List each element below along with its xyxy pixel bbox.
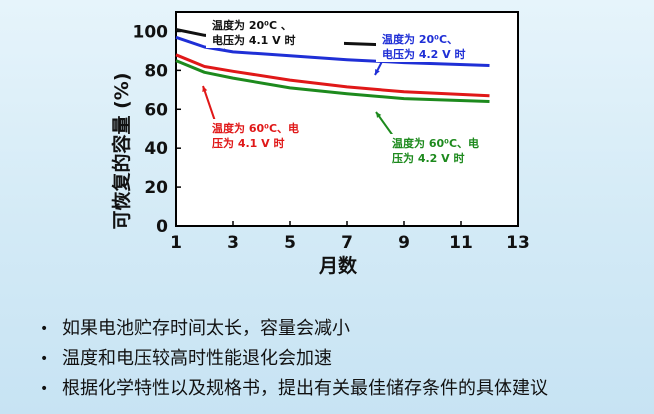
x-tick-label: 1 [170,233,182,253]
annotation-box [206,119,336,151]
series-60c-4-1v-line [175,53,490,98]
annotation-text: 电压为 4.2 V 时 [382,47,466,61]
bullet-dot: • [40,321,49,337]
annotation-20c-4-1v: 温度为 20⁰C 、电压为 4.1 V 时 [206,16,344,49]
bullet-dot: • [40,351,49,367]
y-tick-label: 40 [144,139,168,159]
x-axis-title: 月数 [318,254,358,277]
x-tick-label: 13 [506,233,530,253]
annotation-box [206,16,344,48]
bullet-list: • 如果电池贮存时间太长，容量会减小 • 温度和电压较高时性能退化会加速 • 根据化学… [40,314,548,404]
annotation-60c-4-2v: 温度为 60⁰C、电压为 4.2 V 时 [375,111,496,166]
annotation-arrowhead [202,86,208,92]
y-tick-label: 60 [144,100,168,120]
y-tick-label: 0 [156,217,168,237]
annotation-text: 温度为 20⁰C、 [382,32,458,46]
bullet-text: 温度和电压较高时性能退化会加速 [62,348,332,369]
x-tick-label: 3 [227,233,239,253]
annotation-text: 温度为 20⁰C 、 [212,18,292,32]
annotation-text: 温度为 60⁰C、电 [212,121,299,135]
y-axis-title: 可恢复的容量 (%) [110,72,133,229]
x-tick-label: 9 [398,233,410,253]
bullet-item: • 根据化学特性以及规格书，提出有关最佳储存条件的具体建议 [40,374,548,404]
bullet-dot: • [40,381,49,397]
y-tick-label: 20 [144,178,168,198]
annotation-box [386,134,496,166]
annotation-arrowhead [376,112,382,118]
y-tick-label: 80 [144,61,168,81]
y-tick-label: 100 [133,22,169,42]
x-tick-label: 11 [449,233,473,253]
annotation-text: 温度为 60⁰C、电 [392,136,479,150]
x-tick-label: 7 [341,233,353,253]
annotation-box [376,30,500,62]
bullet-item: • 如果电池贮存时间太长，容量会减小 [40,314,548,344]
annotation-text: 电压为 4.1 V 时 [212,33,296,47]
annotation-60c-4-1v: 温度为 60⁰C、电压为 4.1 V 时 [202,85,336,151]
annotation-20c-4-2v: 温度为 20⁰C、电压为 4.2 V 时 [374,30,500,76]
annotation-text: 压为 4.1 V 时 [212,136,285,150]
annotation-text: 压为 4.2 V 时 [392,151,465,165]
bullet-text: 如果电池贮存时间太长，容量会减小 [62,318,350,339]
x-tick-label: 5 [284,233,296,253]
series-60c-4-2v-line [175,59,490,103]
bullet-text: 根据化学特性以及规格书，提出有关最佳储存条件的具体建议 [62,378,548,399]
bullet-item: • 温度和电压较高时性能退化会加速 [40,344,548,374]
annotation-arrow [202,85,217,125]
annotation-arrowhead [375,69,380,75]
